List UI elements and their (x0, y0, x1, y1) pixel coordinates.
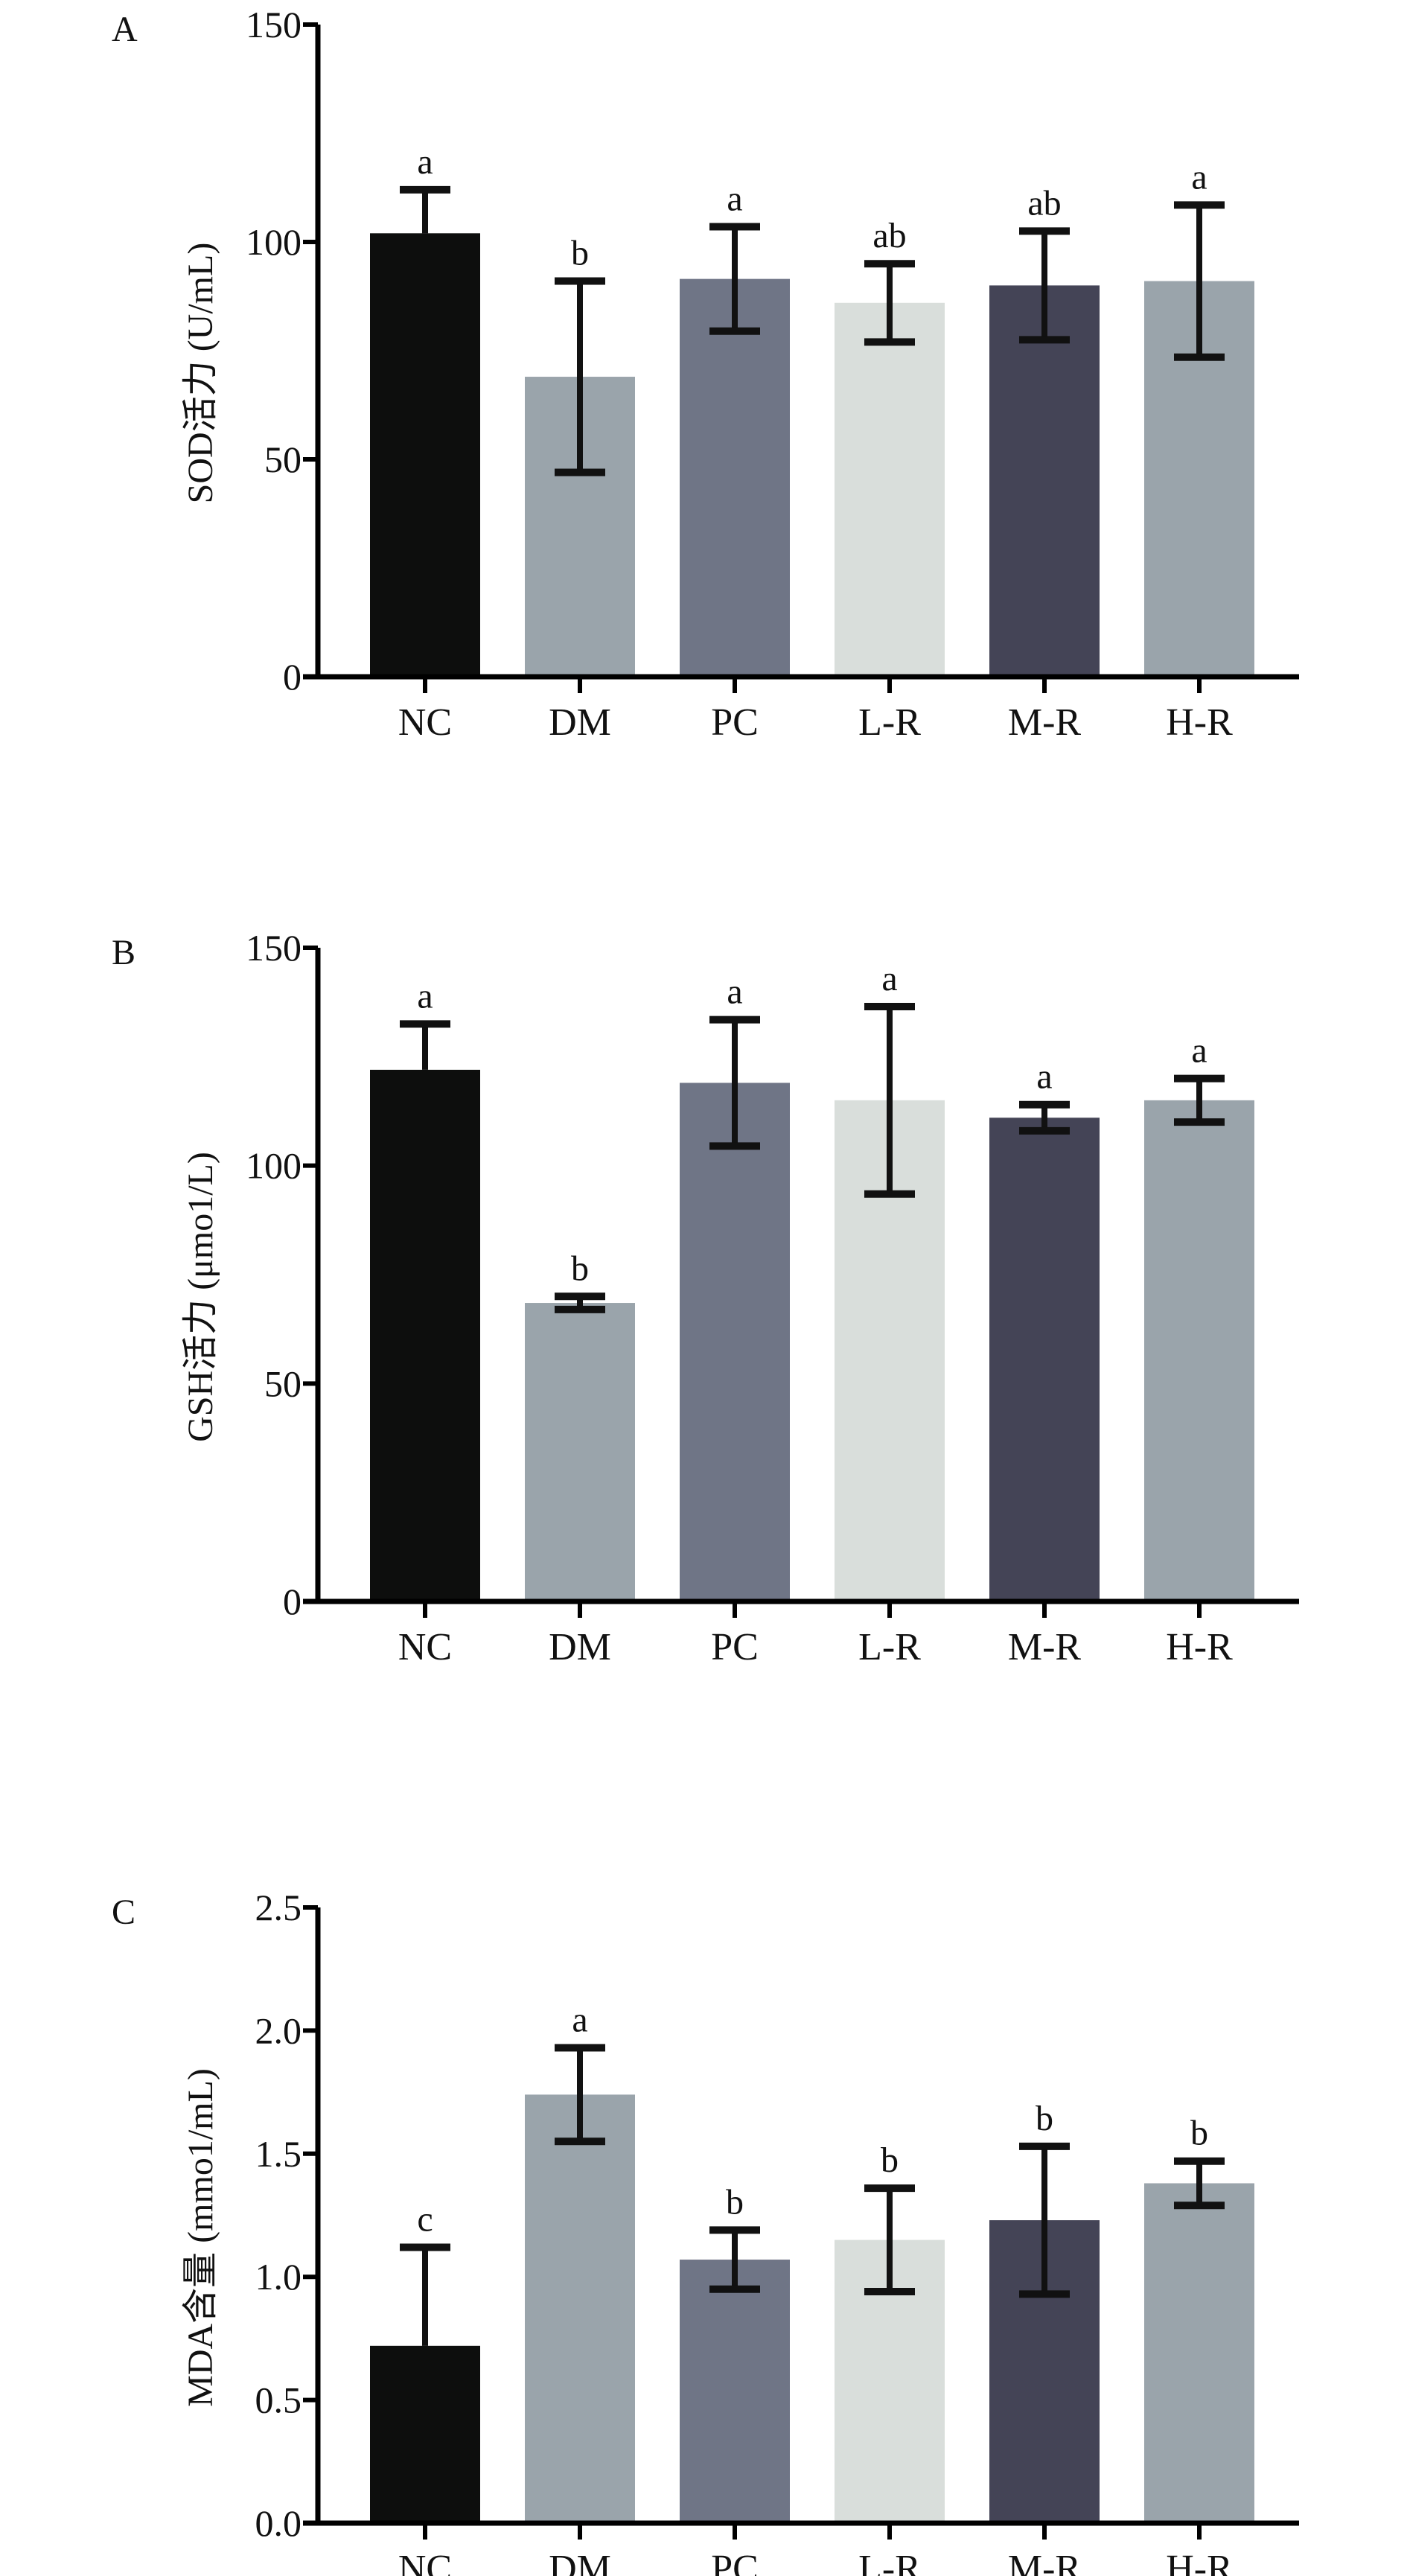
y-tick-label: 0.0 (255, 2502, 302, 2544)
chart-panel-a: Aa NC b DM a PC ab L-R ab M-R a H-R 0 50 100 150 SOD活力 (… (112, 4, 1299, 744)
significance-label: a (1191, 1031, 1207, 1071)
bar-nc (370, 2345, 480, 2523)
y-tick-label: 150 (246, 4, 302, 45)
bar-pc (680, 278, 790, 677)
y-tick-label: 100 (246, 221, 302, 263)
y-tick-label: 50 (264, 1362, 302, 1404)
bar-pc (680, 2260, 790, 2523)
x-tick-label: NC (398, 2548, 452, 2576)
significance-label: c (417, 2200, 433, 2239)
y-axis-label: MDA含量 (mmo1/mL) (181, 2068, 220, 2407)
y-tick-label: 2.0 (255, 2009, 302, 2051)
significance-label: a (1191, 157, 1207, 197)
x-tick-label: NC (398, 701, 452, 744)
x-tick-label: H-R (1166, 701, 1233, 744)
y-tick-label: 50 (264, 439, 302, 480)
significance-label: b (1190, 2114, 1208, 2153)
chart-panel-b: Ba NC b DM a PC a L-R a M-R a H-R 0 50 100 150 GSH活力 (μm… (112, 927, 1299, 1668)
y-tick-label: 0 (283, 656, 302, 698)
significance-label: ab (1027, 183, 1061, 223)
y-tick-label: 0 (283, 1581, 302, 1622)
x-tick-label: DM (549, 701, 611, 744)
bar-m-r (989, 1118, 1100, 1601)
panel-label: B (112, 933, 135, 972)
panel-label: C (112, 1893, 135, 1932)
significance-label: b (881, 2140, 899, 2180)
x-tick-label: H-R (1166, 1626, 1233, 1668)
y-tick-label: 1.5 (255, 2133, 302, 2175)
y-tick-label: 100 (246, 1145, 302, 1187)
x-tick-label: PC (711, 701, 759, 744)
significance-label: a (417, 976, 433, 1016)
x-tick-label: DM (549, 2548, 611, 2576)
bar-dm (525, 2094, 635, 2523)
significance-label: a (572, 2000, 587, 2040)
x-tick-label: PC (711, 1626, 759, 1668)
x-tick-label: M-R (1008, 1626, 1082, 1668)
y-tick-label: 2.5 (255, 1887, 302, 1928)
x-tick-label: M-R (1008, 701, 1082, 744)
significance-label: a (727, 179, 742, 219)
x-tick-label: NC (398, 1626, 452, 1668)
chart-panel-c: Cc NC a DM b PC b L-R b M-R b H-R 0.0 0.5 1.0 1.5 2.0 2.5… (112, 1887, 1299, 2576)
x-tick-label: L-R (858, 701, 921, 744)
x-tick-label: L-R (858, 2548, 921, 2576)
significance-label: ab (872, 216, 906, 255)
bar-m-r (989, 285, 1100, 677)
bar-h-r (1144, 1100, 1254, 1601)
x-tick-label: DM (549, 1626, 611, 1668)
significance-label: a (417, 142, 433, 182)
y-tick-label: 1.0 (255, 2256, 302, 2298)
significance-label: b (726, 2182, 744, 2222)
x-tick-label: L-R (858, 1626, 921, 1668)
significance-label: a (881, 959, 897, 998)
significance-label: b (1036, 2099, 1053, 2138)
bar-h-r (1144, 2183, 1254, 2523)
bar-dm (525, 1303, 635, 1601)
y-tick-label: 0.5 (255, 2379, 302, 2421)
y-axis-label: GSH活力 (μmo1/L) (181, 1152, 220, 1442)
bar-nc (370, 233, 480, 677)
bar-pc (680, 1083, 790, 1601)
bar-l-r (835, 302, 945, 677)
y-axis-label: SOD活力 (U/mL) (181, 243, 220, 504)
panel-label: A (112, 10, 138, 49)
significance-label: a (727, 972, 742, 1012)
x-tick-label: PC (711, 2548, 759, 2576)
significance-label: b (571, 1249, 589, 1288)
x-tick-label: M-R (1008, 2548, 1082, 2576)
x-tick-label: H-R (1166, 2548, 1233, 2576)
y-tick-label: 150 (246, 927, 302, 969)
bar-nc (370, 1069, 480, 1601)
significance-label: a (1036, 1057, 1052, 1097)
significance-label: b (571, 234, 589, 273)
